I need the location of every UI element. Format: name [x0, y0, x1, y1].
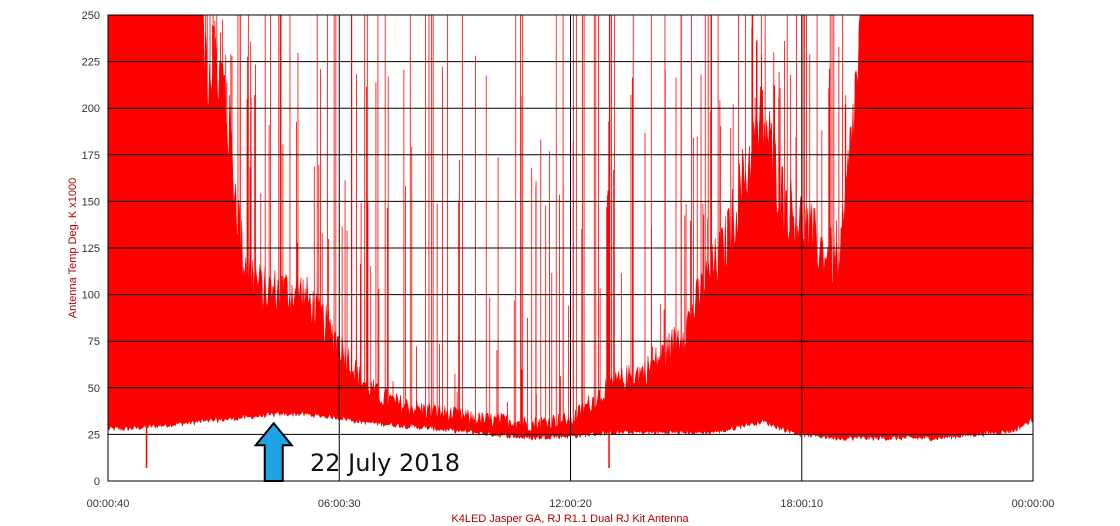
grid-layer — [108, 15, 1033, 481]
y-tick-label: 100 — [82, 290, 100, 302]
x-tick-labels: 00:00:40 06:00:30 12:00:20 18:00:10 00:00:00 — [87, 498, 1055, 510]
plot-frame — [107, 14, 1034, 482]
y-tick-label: 150 — [82, 196, 100, 208]
x-tick-label: 00:00:00 — [1012, 498, 1055, 510]
x-tick-label: 18:00:10 — [780, 498, 823, 510]
y-tick-label: 50 — [88, 383, 100, 395]
y-tick-label: 0 — [94, 476, 100, 488]
x-axis-label: K4LED Jasper GA, RJ R1.1 Dual RJ Kit Ant… — [451, 513, 689, 525]
interference-spikes — [205, 15, 847, 439]
y-tick-label: 175 — [82, 150, 100, 162]
y-tick-label: 225 — [82, 57, 100, 69]
y-tick-label: 200 — [82, 103, 100, 115]
x-tick-label: 00:00:40 — [87, 498, 130, 510]
y-tick-labels: 0 25 50 75 100 125 150 175 200 225 250 — [82, 10, 100, 488]
y-tick-label: 25 — [88, 429, 100, 441]
up-arrow-icon — [253, 421, 294, 482]
signal-dropouts — [145, 426, 610, 468]
annotation-date-label: 22 July 2018 — [310, 449, 460, 477]
x-tick-label: 06:00:30 — [318, 498, 361, 510]
date-annotation: 22 July 2018 — [253, 421, 460, 482]
x-tick-label: 12:00:20 — [549, 498, 592, 510]
y-tick-label: 250 — [82, 10, 100, 22]
y-tick-label: 125 — [82, 243, 100, 255]
y-axis-label: Antenna Temp Deg. K x1000 — [67, 178, 79, 318]
y-tick-label: 75 — [88, 336, 100, 348]
